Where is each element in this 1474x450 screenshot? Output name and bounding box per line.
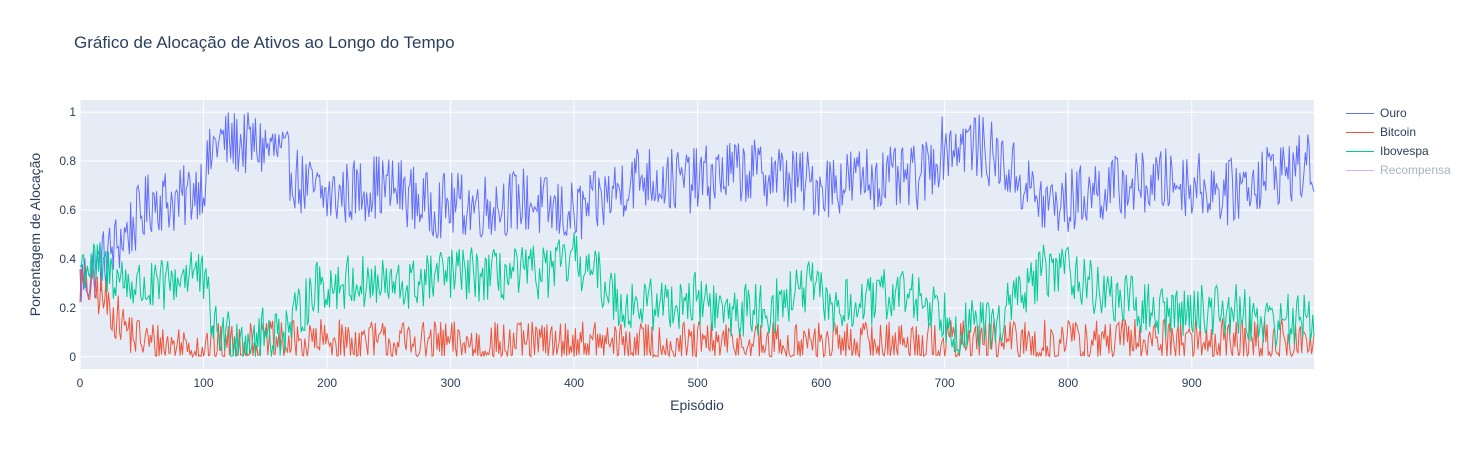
series-line-ouro — [79, 112, 1315, 302]
legend: Ouro Bitcoin Ibovespa Recompensa — [1346, 105, 1466, 181]
x-tick-label: 200 — [317, 376, 337, 390]
y-tick-label: 1 — [69, 105, 76, 119]
y-tick-label: 0.8 — [59, 154, 76, 168]
x-tick-label: 100 — [194, 376, 214, 390]
legend-label: Bitcoin — [1380, 125, 1417, 139]
legend-swatch — [1346, 113, 1374, 114]
x-axis-title: Episódio — [670, 397, 724, 413]
y-tick-label: 0.4 — [59, 252, 76, 266]
chart-title: Gráfico de Alocação de Ativos ao Longo d… — [74, 33, 455, 52]
y-tick-label: 0.6 — [59, 203, 76, 217]
legend-swatch — [1346, 132, 1374, 133]
legend-item-recompensa[interactable]: Recompensa — [1346, 162, 1466, 181]
x-tick-label: 400 — [564, 376, 584, 390]
y-tick-label: 0.2 — [59, 301, 76, 315]
x-tick-label: 700 — [935, 376, 955, 390]
x-tick-label: 500 — [688, 376, 708, 390]
y-axis-title: Porcentagem de Alocação — [27, 153, 43, 317]
legend-swatch — [1346, 151, 1374, 152]
series-lines — [79, 112, 1315, 359]
legend-item-ibovespa[interactable]: Ibovespa — [1346, 143, 1466, 162]
legend-label: Ouro — [1380, 106, 1407, 120]
legend-label: Ibovespa — [1380, 144, 1429, 158]
legend-swatch — [1346, 170, 1374, 171]
legend-item-bitcoin[interactable]: Bitcoin — [1346, 124, 1466, 143]
x-tick-label: 900 — [1182, 376, 1202, 390]
legend-item-ouro[interactable]: Ouro — [1346, 105, 1466, 124]
x-tick-label: 600 — [811, 376, 831, 390]
series-line-ibovespa — [79, 232, 1315, 357]
tick-labels: 0 100 200 300 400 500 600 700 800 900 0 0.2 0.4 0.6 0.… — [59, 105, 1202, 390]
y-tick-label: 0 — [69, 350, 76, 364]
legend-label: Recompensa — [1380, 163, 1451, 177]
x-tick-label: 0 — [77, 376, 84, 390]
x-tick-label: 300 — [441, 376, 461, 390]
x-tick-label: 800 — [1058, 376, 1078, 390]
